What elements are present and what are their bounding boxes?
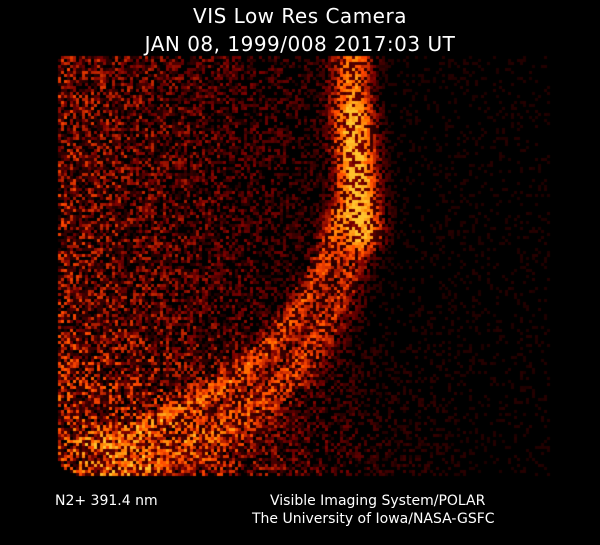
instrument-label: Visible Imaging System/POLAR	[270, 493, 486, 509]
institution-label: The University of Iowa/NASA-GSFC	[252, 511, 495, 527]
filter-label: N2+ 391.4 nm	[55, 493, 158, 509]
image-timestamp: JAN 08, 1999/008 2017:03 UT	[144, 32, 456, 56]
image-title: VIS Low Res Camera	[193, 4, 407, 28]
